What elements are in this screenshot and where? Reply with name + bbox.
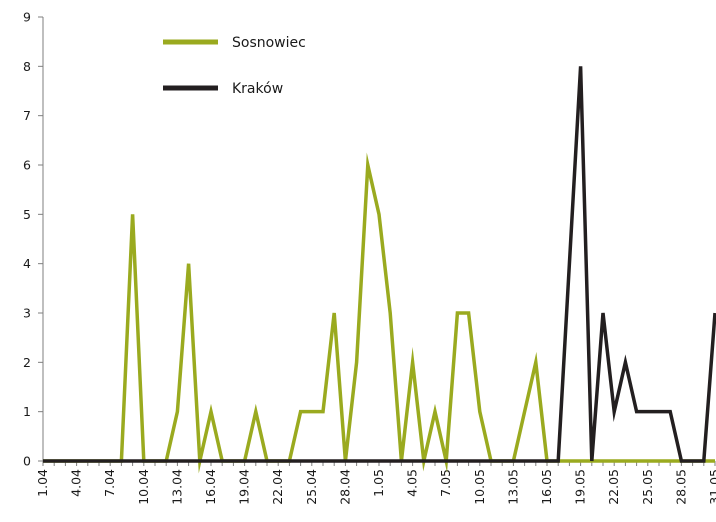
y-tick-label: 5 [23,207,31,222]
x-tick-label: 4.05 [405,469,420,497]
x-tick-label: 1.05 [371,469,386,497]
legend: Sosnowiec Kraków [163,35,306,97]
x-tick-label: 7.04 [102,469,117,497]
x-tick-label: 19.05 [573,469,588,505]
y-tick-label: 4 [23,256,31,271]
y-tick-label: 3 [23,306,31,321]
x-tick-label: 22.04 [270,469,285,505]
y-tick-label: 9 [23,10,31,25]
legend-label: Kraków [232,81,283,97]
x-tick-label: 22.05 [606,469,621,505]
x-tick-label: 10.05 [472,469,487,505]
y-tick-label: 6 [23,158,31,173]
x-tick-label: 4.04 [69,469,84,497]
x-tick-label: 1.04 [35,469,50,497]
x-tick-label: 13.04 [169,469,184,505]
x-tick-label: 31.05 [707,469,716,505]
x-tick-label: 16.04 [203,469,218,505]
x-axis: 1.04 4.04 7.04 10.04 13.04 16.04 19.04 22.04 25.… [35,460,716,505]
x-tick-label: 25.04 [304,469,319,505]
y-tick-label: 7 [23,108,31,123]
legend-label: Sosnowiec [232,35,306,51]
x-tick-label: 10.04 [136,469,151,505]
y-axis: 0 1 2 3 4 5 6 7 8 9 [23,10,44,469]
y-tick-label: 2 [23,355,31,370]
x-tick-label: 19.04 [237,469,252,505]
x-tick-label: 7.05 [438,469,453,497]
series-line [43,66,716,463]
x-tick-label: 16.05 [539,469,554,505]
x-tick-label: 28.05 [673,469,688,505]
x-tick-label: 28.04 [337,469,352,505]
y-tick-label: 1 [23,404,31,419]
series-layer [43,66,716,474]
y-tick-label: 8 [23,59,31,74]
x-tick-label: 13.05 [505,469,520,505]
x-tick-label: 25.05 [640,469,655,505]
y-tick-label: 0 [23,454,31,469]
